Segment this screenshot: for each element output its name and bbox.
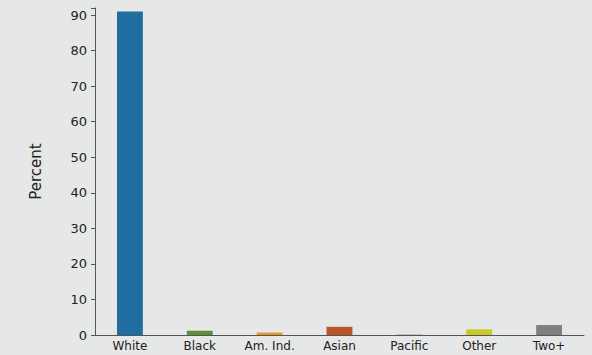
- svg-text:10: 10: [70, 292, 87, 307]
- svg-text:Other: Other: [462, 339, 496, 353]
- svg-text:30: 30: [70, 221, 87, 236]
- svg-text:White: White: [112, 339, 147, 353]
- svg-text:Asian: Asian: [323, 339, 356, 353]
- svg-text:80: 80: [70, 43, 87, 58]
- svg-text:Percent: Percent: [27, 143, 45, 200]
- svg-text:70: 70: [70, 79, 87, 94]
- svg-text:0: 0: [79, 328, 87, 343]
- svg-text:90: 90: [70, 8, 87, 23]
- svg-text:50: 50: [70, 150, 87, 165]
- svg-text:Two+: Two+: [532, 339, 566, 353]
- svg-text:20: 20: [70, 256, 87, 271]
- svg-text:40: 40: [70, 185, 87, 200]
- svg-text:60: 60: [70, 114, 87, 129]
- svg-text:Black: Black: [184, 339, 217, 353]
- svg-text:Am. Ind.: Am. Ind.: [245, 339, 295, 353]
- svg-text:Pacific: Pacific: [390, 339, 428, 353]
